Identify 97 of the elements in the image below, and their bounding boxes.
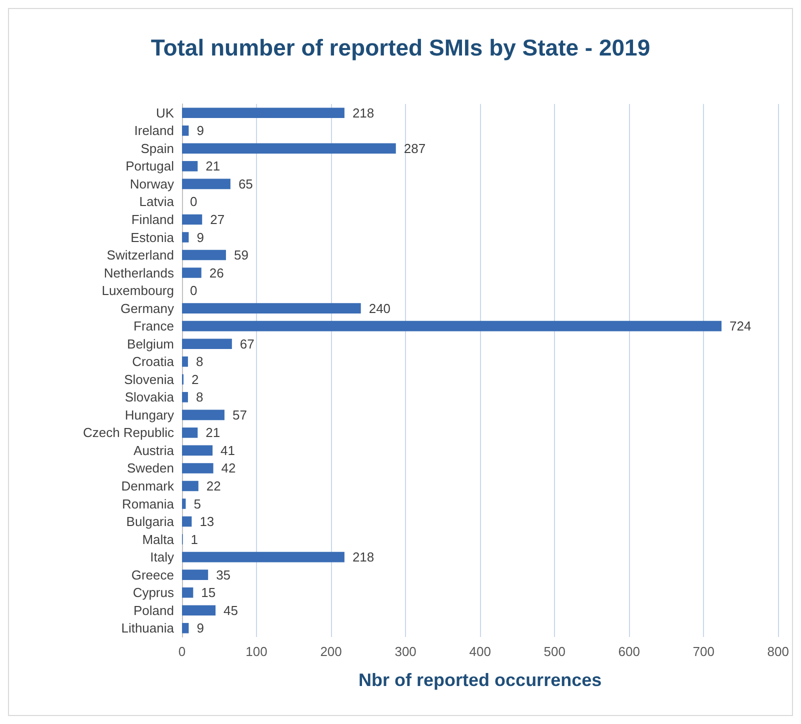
data-label: 27 (210, 212, 225, 227)
y-tick-label: Romania (122, 496, 175, 512)
bar (182, 126, 189, 136)
y-tick-label: Finland (131, 212, 174, 227)
data-label: 21 (206, 158, 220, 174)
x-tick-label: 600 (618, 644, 640, 659)
y-tick-label: Poland (134, 602, 174, 618)
data-label: 240 (368, 300, 391, 316)
bar (182, 463, 214, 474)
bar (182, 428, 198, 438)
x-axis-title: Nbr of reported occurrences (358, 670, 602, 690)
bar (182, 178, 230, 190)
bar (182, 605, 216, 616)
y-tick-label: Switzerland (106, 248, 174, 263)
bar (182, 268, 202, 278)
bar (182, 587, 194, 598)
bar (182, 480, 198, 492)
y-tick-label: Spain (140, 140, 174, 156)
bar (182, 338, 232, 349)
y-tick-label: Sweden (127, 460, 174, 476)
x-tick-label: 100 (246, 644, 268, 659)
data-label: 35 (216, 567, 231, 582)
x-tick-label: 200 (320, 644, 342, 659)
bar (182, 214, 202, 225)
data-label: 5 (194, 496, 201, 512)
x-tick-label: 700 (692, 644, 714, 659)
y-tick-label: Bulgaria (126, 514, 175, 530)
y-tick-label: Belgium (127, 336, 174, 352)
y-tick-label: Ireland (134, 123, 174, 138)
data-label: 45 (224, 602, 238, 618)
data-label: 9 (196, 230, 204, 245)
y-tick-label: Germany (120, 300, 174, 316)
chart-title: Total number of reported SMIs by State - 2019 (150, 34, 650, 60)
data-label: 21 (206, 425, 220, 440)
y-tick-label: Hungary (124, 407, 174, 422)
y-tick-label: Norway (130, 176, 174, 192)
y-tick-label: Netherlands (104, 265, 174, 280)
x-tick-label: 300 (394, 644, 416, 659)
bar (182, 622, 189, 634)
data-label: 218 (352, 550, 374, 565)
bar (182, 498, 186, 509)
y-tick-label: Slovakia (124, 390, 175, 405)
data-label: 0 (190, 194, 198, 210)
data-label: 13 (200, 514, 214, 530)
y-tick-label: Denmark (121, 478, 174, 494)
data-label: 2 (191, 372, 199, 387)
y-tick-label: Estonia (130, 230, 175, 245)
bar (182, 445, 213, 456)
bar (182, 320, 722, 332)
bar (182, 392, 188, 402)
data-label: 0 (190, 283, 198, 298)
bar (182, 516, 192, 527)
data-label: 65 (238, 176, 253, 192)
y-tick-label: Luxembourg (102, 283, 174, 298)
x-tick-label: 800 (767, 644, 790, 659)
y-tick-label: Croatia (132, 354, 175, 370)
bar (182, 303, 361, 314)
data-label: 41 (220, 442, 236, 458)
y-tick-label: Malta (142, 532, 175, 547)
bar (182, 570, 208, 580)
y-tick-label: Italy (150, 550, 174, 565)
data-label: 42 (221, 460, 236, 476)
x-tick-label: 0 (178, 644, 186, 659)
data-label: 724 (730, 318, 752, 334)
bar (182, 161, 198, 172)
data-label: 67 (240, 336, 254, 352)
bar (182, 232, 189, 242)
data-label: 59 (234, 248, 248, 263)
y-tick-label: UK (156, 105, 174, 120)
y-tick-label: France (134, 318, 174, 334)
y-tick-label: Greece (131, 567, 174, 582)
x-tick-label: 400 (469, 644, 491, 659)
bar (182, 108, 344, 118)
data-label: 8 (196, 390, 204, 405)
y-tick-label: Portugal (126, 158, 174, 174)
y-tick-label: Slovenia (124, 372, 175, 387)
data-label: 287 (404, 140, 426, 156)
data-label: 9 (196, 620, 204, 636)
data-label: 1 (190, 532, 198, 547)
y-tick-label: Czech Republic (82, 425, 174, 440)
y-tick-label: Cyprus (132, 585, 174, 600)
data-label: 9 (196, 123, 204, 138)
x-tick-label: 500 (544, 644, 566, 659)
bar (182, 250, 226, 260)
bar (182, 552, 344, 562)
data-label: 26 (209, 265, 224, 280)
y-tick-label: Austria (134, 442, 175, 458)
data-label: 22 (206, 478, 221, 494)
data-label: 218 (352, 105, 374, 120)
y-tick-label: Latvia (139, 194, 175, 210)
bar (182, 143, 396, 154)
data-label: 57 (232, 407, 247, 422)
data-label: 15 (201, 585, 216, 600)
bar (182, 410, 224, 420)
y-tick-label: Lithuania (121, 620, 175, 636)
bar (182, 356, 188, 367)
data-label: 8 (196, 354, 204, 370)
